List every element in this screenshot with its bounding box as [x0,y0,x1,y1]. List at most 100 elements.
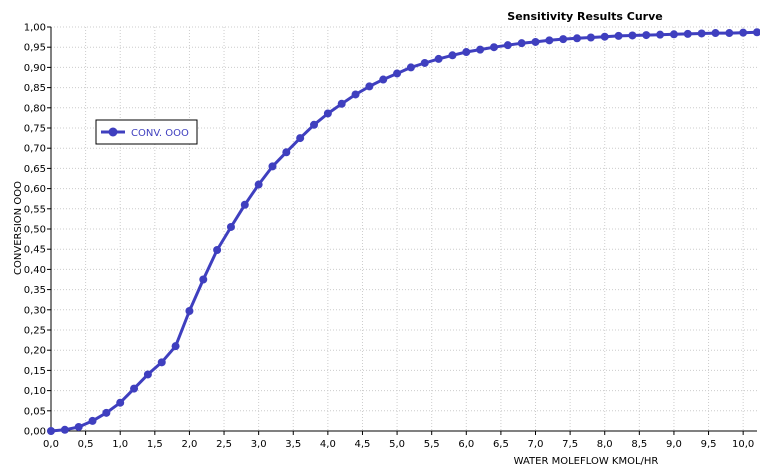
data-point [74,422,83,431]
y-tick-label: 0,95 [24,43,46,54]
data-point [323,109,332,118]
data-point [337,99,346,108]
x-tick-label: 6,5 [493,439,509,450]
data-point [282,148,291,157]
x-tick-label: 8,0 [597,439,613,450]
x-tick-label: 2,5 [216,439,232,450]
x-tick-label: 9,0 [666,439,682,450]
data-point [462,48,471,57]
data-point [379,75,388,84]
x-axis-label: WATER MOLEFLOW KMOL/HR [514,456,659,467]
data-point [725,29,734,38]
data-point [476,45,485,54]
data-point [116,398,125,407]
y-tick-label: 0,35 [24,285,46,296]
data-point [171,342,180,351]
grid-lines [51,26,757,431]
data-point [185,307,194,316]
data-point [47,427,55,435]
data-point [531,37,540,46]
data-point [434,54,443,63]
x-tick-label: 1,0 [112,439,128,450]
data-point [199,275,208,284]
y-tick-label: 0,45 [24,245,46,256]
x-axis-ticks: 0,0 0,5 1,0 1,5 2,0 2,5 3,0 3,5 4,0 4,5 5,0 5,5 6,0 6… [43,431,754,450]
data-point [88,416,97,425]
data-point [157,358,166,367]
data-point [614,31,623,40]
data-point [573,34,582,43]
x-tick-label: 0,0 [43,439,59,450]
y-tick-label: 0,55 [24,204,46,215]
data-point [739,28,748,37]
y-axis-label: CONVERSION OOO [13,181,24,275]
legend-label: CONV. OOO [131,128,189,139]
y-tick-label: 0,60 [24,184,46,195]
data-point [753,28,760,37]
data-point [268,162,277,171]
x-tick-label: 2,0 [181,439,197,450]
y-tick-label: 0,80 [24,103,46,114]
legend-marker [108,127,118,137]
data-point [600,32,609,41]
data-point [545,36,554,45]
y-tick-label: 0,40 [24,265,46,276]
data-point [420,58,429,67]
data-point [296,134,305,143]
x-tick-label: 3,5 [285,439,301,450]
y-tick-label: 0,50 [24,225,46,236]
chart-title: Sensitivity Results Curve [507,10,662,23]
x-tick-label: 5,5 [424,439,440,450]
legend[interactable]: CONV. OOO [95,119,198,145]
data-point [143,370,152,379]
data-point [406,63,415,72]
y-tick-label: 0,85 [24,83,46,94]
series-line [50,30,758,433]
y-tick-label: 0,05 [24,406,46,417]
data-point [711,29,720,38]
y-tick-label: 0,75 [24,124,46,135]
x-tick-label: 1,5 [147,439,163,450]
y-tick-label: 0,65 [24,164,46,175]
x-tick-label: 6,0 [458,439,474,450]
data-point [669,30,678,39]
x-tick-label: 3,0 [251,439,267,450]
data-point [697,29,706,38]
data-point [503,41,512,50]
x-tick-label: 9,5 [701,439,717,450]
data-point [656,30,665,39]
data-point [226,222,235,231]
data-point [393,69,402,78]
data-point [351,90,360,99]
data-point [310,120,319,129]
data-point [365,82,374,91]
x-tick-label: 4,5 [355,439,371,450]
series-group [47,28,760,435]
data-point [254,180,263,189]
y-tick-label: 0,15 [24,366,46,377]
data-point [60,425,69,434]
x-tick-label: 4,0 [320,439,336,450]
x-tick-label: 5,0 [389,439,405,450]
data-point [130,384,139,393]
y-tick-label: 0,00 [24,427,46,438]
x-tick-label: 7,5 [562,439,578,450]
x-tick-label: 8,5 [631,439,647,450]
y-tick-label: 0,25 [24,326,46,337]
data-point [448,51,457,60]
data-point [240,200,249,209]
y-tick-label: 0,30 [24,305,46,316]
x-tick-label: 7,0 [528,439,544,450]
data-point [489,43,498,52]
y-tick-label: 0,10 [24,386,46,397]
data-point [517,39,526,48]
y-tick-label: 0,70 [24,144,46,155]
data-point [683,29,692,38]
data-point [586,33,595,42]
data-point [213,246,222,255]
data-point [642,31,651,40]
data-point [559,35,568,44]
y-tick-label: 1,00 [24,23,46,34]
y-tick-label: 0,20 [24,346,46,357]
